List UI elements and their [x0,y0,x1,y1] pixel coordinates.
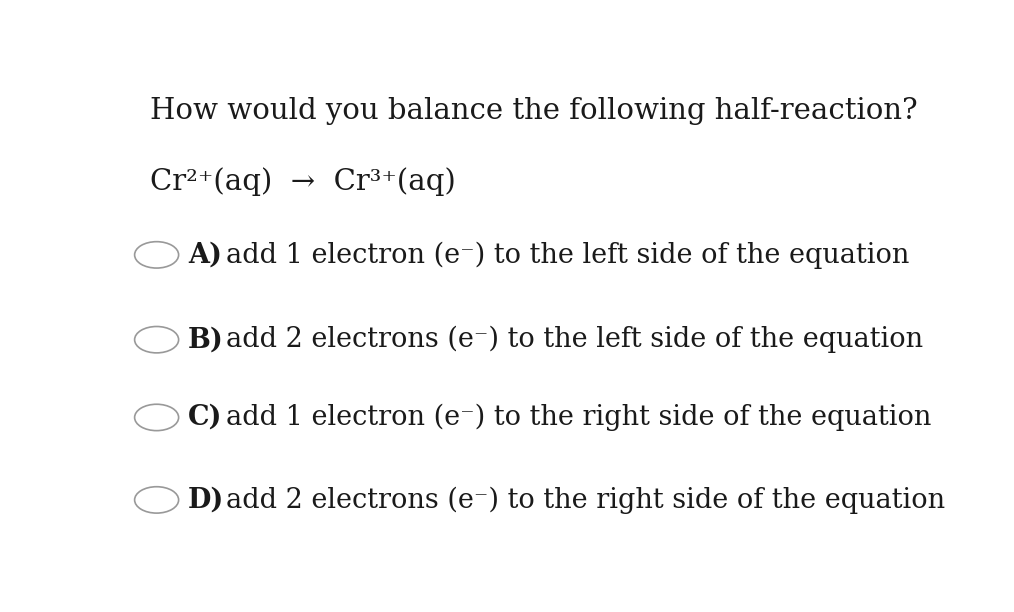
Text: add 2 electrons (e⁻) to the right side of the equation: add 2 electrons (e⁻) to the right side o… [226,486,945,513]
Text: add 1 electron (e⁻) to the left side of the equation: add 1 electron (e⁻) to the left side of … [226,241,910,269]
Text: C): C) [188,404,222,431]
Text: add 1 electron (e⁻) to the right side of the equation: add 1 electron (e⁻) to the right side of… [226,404,931,431]
Text: D): D) [188,487,224,513]
Text: How would you balance the following half-reaction?: How would you balance the following half… [150,97,918,125]
Text: Cr²⁺(aq)  →  Cr³⁺(aq): Cr²⁺(aq) → Cr³⁺(aq) [150,168,456,196]
Text: add 2 electrons (e⁻) to the left side of the equation: add 2 electrons (e⁻) to the left side of… [226,326,923,353]
Text: B): B) [188,326,224,353]
Text: A): A) [188,241,222,269]
